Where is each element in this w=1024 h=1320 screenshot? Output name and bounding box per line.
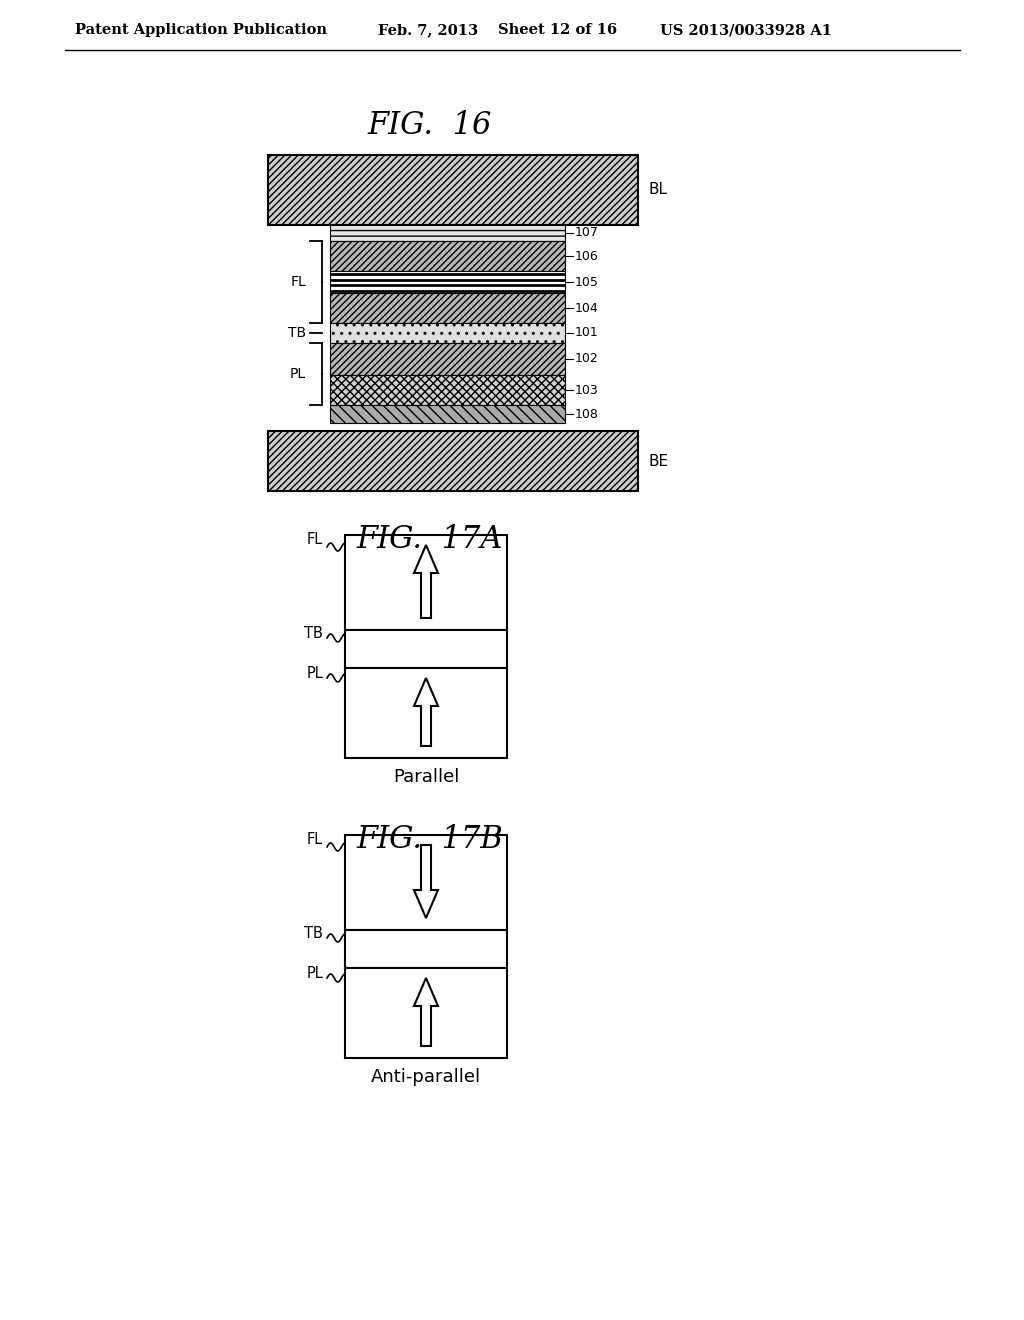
Text: BL: BL [648,182,667,198]
Bar [330,293,565,323]
Bar [345,535,507,630]
Bar [345,836,507,931]
Text: 106: 106 [575,249,599,263]
Bar [345,931,507,968]
Text: 108: 108 [575,408,599,421]
Bar [345,668,507,758]
Text: TB: TB [304,925,323,940]
Text: FL: FL [290,275,306,289]
Bar [330,343,565,375]
Bar [330,375,565,405]
Text: TB: TB [304,626,323,640]
Text: BE: BE [648,454,668,469]
Bar [330,323,565,343]
Bar [268,154,638,224]
Text: 101: 101 [575,326,599,339]
Text: FIG.  17A: FIG. 17A [356,524,503,556]
Text: FIG.  17B: FIG. 17B [356,825,504,855]
Bar [345,968,507,1059]
Polygon shape [414,678,438,746]
Text: 105: 105 [575,276,599,289]
Text: PL: PL [306,665,323,681]
Polygon shape [414,978,438,1045]
Text: TB: TB [288,326,306,341]
Text: 102: 102 [575,352,599,366]
Polygon shape [414,545,438,618]
Text: Sheet 12 of 16: Sheet 12 of 16 [498,22,617,37]
Text: 104: 104 [575,301,599,314]
Bar [330,242,565,271]
Bar [268,432,638,491]
Text: FIG.  16: FIG. 16 [368,110,493,140]
Text: US 2013/0033928 A1: US 2013/0033928 A1 [660,22,831,37]
Bar [330,405,565,422]
Text: Parallel: Parallel [393,768,459,785]
Text: PL: PL [290,367,306,381]
Text: Anti-parallel: Anti-parallel [371,1068,481,1086]
Text: FL: FL [307,833,323,847]
Text: 103: 103 [575,384,599,396]
Bar [330,271,565,293]
Text: Feb. 7, 2013: Feb. 7, 2013 [378,22,478,37]
Text: Patent Application Publication: Patent Application Publication [75,22,327,37]
Bar [330,224,565,242]
Text: PL: PL [306,965,323,981]
Polygon shape [414,845,438,917]
Text: FL: FL [307,532,323,548]
Text: 107: 107 [575,227,599,239]
Bar [345,630,507,668]
